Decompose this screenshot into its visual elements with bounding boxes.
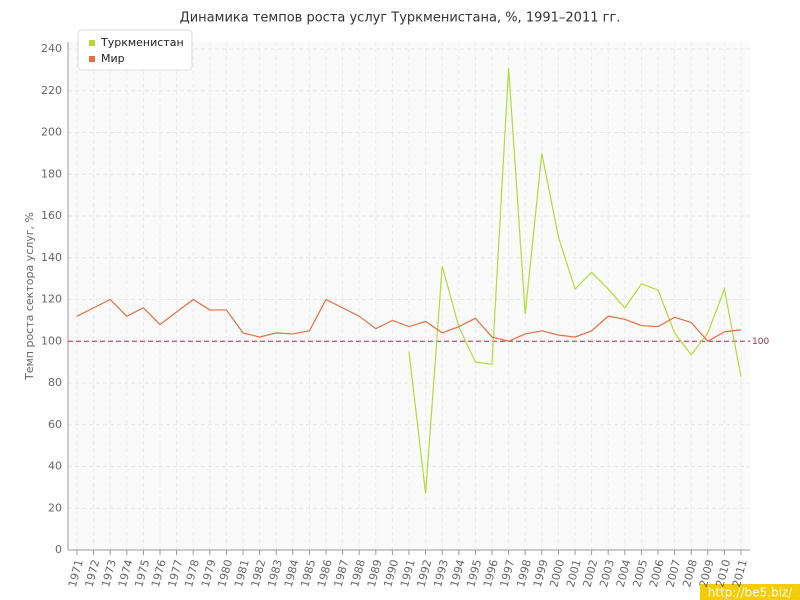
watermark: http://be5.biz/ [708, 586, 793, 600]
series-line [408, 67, 742, 494]
watermark-bg [700, 584, 800, 600]
y-tick-label: 240 [41, 42, 62, 55]
y-tick-label: 0 [55, 543, 62, 556]
y-tick-label: 60 [48, 418, 62, 431]
y-tick-label: 100 [41, 334, 62, 347]
legend-label: Туркменистан [100, 36, 184, 49]
y-tick-label: 200 [41, 126, 62, 139]
y-axis-label: Темп роста сектора услуг, % [23, 212, 36, 381]
y-tick-label: 160 [41, 209, 62, 222]
y-tick-label: 220 [41, 84, 62, 97]
y-tick-label: 80 [48, 376, 62, 389]
legend-swatch [89, 56, 95, 62]
y-tick-label: 40 [48, 460, 62, 473]
legend-label: Мир [101, 52, 125, 65]
legend-box [77, 29, 193, 71]
reference-label: 100 [752, 337, 769, 347]
y-tick-label: 120 [41, 293, 62, 306]
chart-title: Динамика темпов роста услуг Туркменистан… [180, 11, 621, 26]
y-tick-label: 20 [48, 501, 62, 514]
legend-swatch [89, 40, 95, 46]
y-tick-label: 180 [41, 167, 62, 180]
series-line [76, 298, 742, 343]
y-tick-label: 140 [41, 251, 62, 264]
